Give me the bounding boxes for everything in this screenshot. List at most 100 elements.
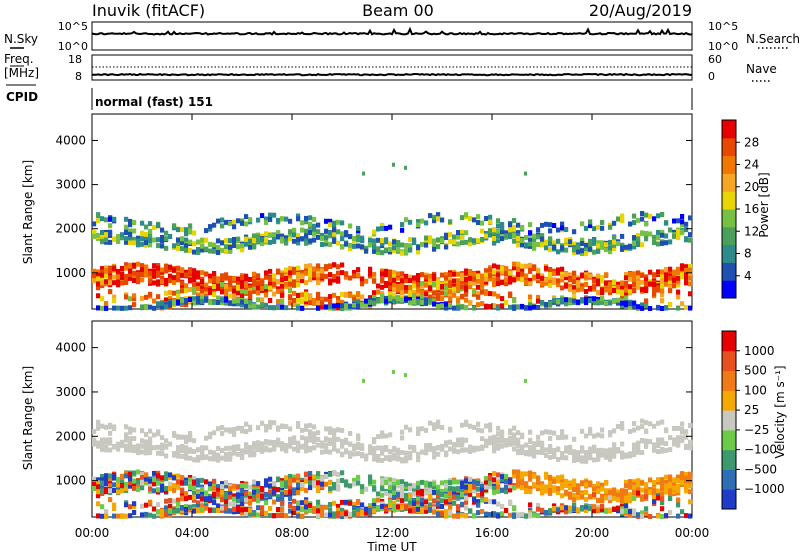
power-echo-cell bbox=[344, 271, 349, 277]
power-echo-cell bbox=[464, 297, 469, 303]
power-echo-cell bbox=[220, 276, 225, 282]
velocity-echo-cell bbox=[608, 490, 613, 495]
freq-right-tick-top: 60 bbox=[708, 53, 722, 66]
velocity-echo-cell bbox=[248, 511, 253, 517]
velocity-echo-cell bbox=[496, 441, 501, 447]
power-echo-cell bbox=[448, 289, 453, 295]
power-echo-cell bbox=[296, 274, 301, 280]
power-echo-cell bbox=[328, 264, 333, 269]
power-echo-cell bbox=[492, 277, 497, 283]
velocity-echo-cell bbox=[592, 492, 597, 498]
power-echo-cell bbox=[324, 296, 329, 302]
power-echo-cell bbox=[624, 272, 629, 277]
velocity-echo-cell bbox=[592, 457, 597, 463]
power-echo-cell bbox=[304, 263, 309, 269]
power-echo-cell bbox=[228, 293, 233, 299]
power-echo-cell bbox=[556, 238, 561, 244]
velocity-echo-cell bbox=[204, 479, 209, 485]
power-echo-cell bbox=[200, 288, 205, 294]
velocity-echo-cell bbox=[148, 486, 153, 492]
velocity-echo-cell bbox=[456, 494, 461, 500]
velocity-echo-cell bbox=[148, 450, 153, 456]
velocity-echo-cell bbox=[344, 499, 349, 505]
power-echo-cell bbox=[288, 270, 293, 276]
power-echo-cell bbox=[644, 212, 649, 218]
power-echo-cell bbox=[624, 290, 629, 296]
velocity-echo-cell bbox=[488, 422, 493, 428]
velocity-echo-cell bbox=[248, 507, 253, 513]
power-echo-cell bbox=[540, 275, 545, 281]
velocity-echo-cell bbox=[556, 486, 561, 492]
power-echo-cell bbox=[520, 263, 525, 269]
velocity-echo-cell bbox=[416, 429, 421, 435]
velocity-echo-cell bbox=[444, 499, 449, 505]
velocity-echo-cell bbox=[520, 471, 525, 477]
velocity-echo-cell bbox=[312, 445, 317, 451]
power-echo-cell bbox=[108, 239, 113, 245]
power-echo-cell bbox=[588, 298, 593, 304]
power-echo-cell bbox=[336, 296, 341, 301]
power-echo-cell bbox=[328, 218, 333, 224]
velocity-echo-cell bbox=[540, 507, 545, 513]
velocity-echo-cell bbox=[240, 483, 245, 488]
velocity-echo-cell bbox=[504, 479, 509, 485]
power-echo-cell bbox=[100, 266, 105, 272]
power-echo-cell bbox=[552, 295, 557, 301]
velocity-echo-cell bbox=[312, 424, 317, 430]
power-echo-cell bbox=[440, 290, 445, 296]
power-echo-cell bbox=[260, 241, 265, 247]
power-echo-cell bbox=[268, 217, 273, 222]
velocity-echo-cell bbox=[540, 489, 545, 495]
time-x-ticks: 00:00 04:00 08:00 12:00 16:00 20:00 00:00 bbox=[75, 114, 709, 540]
power-echo-cell bbox=[264, 288, 269, 294]
velocity-echo-cell bbox=[672, 483, 677, 488]
velocity-echo-cell bbox=[516, 482, 521, 488]
power-echo-cell bbox=[528, 265, 533, 271]
velocity-echo-cell bbox=[328, 502, 333, 507]
velocity-echo-cell bbox=[332, 439, 337, 445]
y-tick-label: 2000 bbox=[55, 429, 86, 443]
power-echo-cell bbox=[368, 242, 373, 248]
velocity-echo-cell bbox=[376, 457, 381, 463]
velocity-echo-cell bbox=[132, 485, 137, 491]
velocity-echo-cell bbox=[536, 442, 541, 447]
power-echo-cell bbox=[584, 225, 589, 231]
velocity-echo-cell bbox=[228, 452, 233, 458]
velocity-echo-cell bbox=[92, 482, 97, 487]
velocity-echo-cell bbox=[244, 490, 249, 496]
power-echo-cell bbox=[484, 216, 489, 221]
velocity-echo-cell bbox=[352, 446, 357, 452]
velocity-echo-cell bbox=[328, 486, 333, 492]
power-echo-cell bbox=[612, 235, 617, 240]
velocity-echo-cell bbox=[292, 505, 297, 511]
power-echo-cell bbox=[288, 231, 293, 237]
power-echo-cell bbox=[356, 228, 361, 234]
velocity-echo-cell bbox=[580, 445, 585, 451]
power-echo-cell bbox=[152, 269, 157, 275]
power-echo-cell bbox=[352, 297, 357, 303]
power-echo-cell bbox=[324, 266, 329, 272]
power-echo-cell bbox=[440, 238, 445, 244]
power-echo-cell bbox=[324, 235, 329, 241]
power-echo-cell bbox=[192, 283, 197, 288]
power-echo-cell bbox=[268, 239, 273, 245]
power-echo-cell bbox=[640, 242, 645, 248]
velocity-echo-cell bbox=[612, 447, 617, 453]
power-echo-cell bbox=[232, 293, 237, 299]
velocity-echo-cell bbox=[548, 454, 553, 460]
power-echo-cell bbox=[600, 278, 605, 284]
power-echo-cell bbox=[676, 229, 681, 234]
power-echo-cell bbox=[468, 275, 473, 281]
power-echo-cell bbox=[316, 266, 321, 272]
power-echo-cell bbox=[548, 300, 553, 306]
power-echo-cell bbox=[208, 248, 213, 254]
power-echo-cell bbox=[396, 247, 401, 253]
velocity-echo-cell bbox=[548, 444, 553, 449]
power-echo-cell bbox=[680, 219, 685, 225]
velocity-echo-cell bbox=[680, 509, 685, 515]
power-echo-cell bbox=[552, 244, 557, 250]
power-echo-cell bbox=[292, 302, 297, 308]
power-echo-cell bbox=[252, 303, 257, 309]
power-echo-cell bbox=[148, 238, 153, 243]
